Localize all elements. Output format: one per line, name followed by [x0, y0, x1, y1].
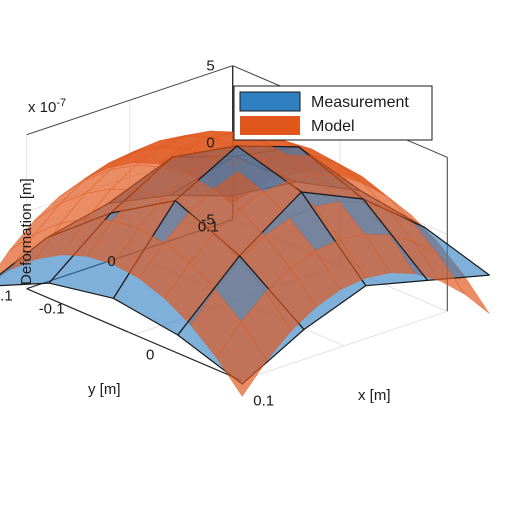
z-axis-label: Deformation [m]	[18, 178, 35, 285]
z-exponent-label: x 10-7	[28, 97, 66, 116]
x-tick-label: -0.1	[39, 301, 65, 318]
legend-label-model: Model	[311, 118, 355, 135]
x-tick-label: 0.1	[253, 392, 274, 409]
y-tick-label: -0.1	[0, 288, 13, 305]
x-axis-label: x [m]	[358, 387, 391, 404]
legend-label-measurement: Measurement	[311, 94, 409, 111]
z-tick-label: -5	[201, 212, 214, 229]
z-tick-label: 5	[206, 58, 214, 75]
surface-plots	[0, 130, 490, 397]
z-tick-label: 0	[206, 135, 214, 152]
axis-line	[26, 288, 242, 381]
legend-swatch-model	[240, 116, 300, 135]
y-axis-label: y [m]	[88, 381, 121, 398]
legend: Measurement Model	[233, 85, 433, 141]
tick-labels: -5 0 5 -0.1 0 0.1 -0.1 0 0.1	[0, 58, 274, 410]
y-tick-label: 0	[107, 253, 115, 270]
legend-swatch-measurement	[239, 91, 301, 112]
box-edge	[26, 65, 233, 136]
x-tick-label: 0	[146, 347, 154, 364]
y-tick-label: 0.1	[198, 219, 219, 236]
model-surface-patch	[216, 321, 268, 397]
